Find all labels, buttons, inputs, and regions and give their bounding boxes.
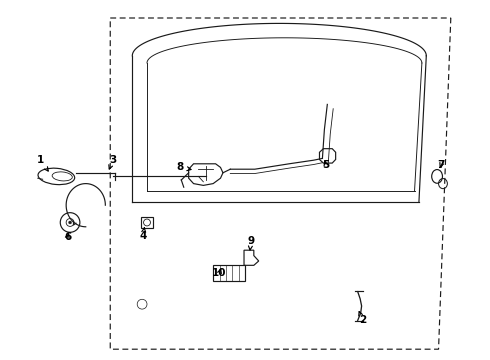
Text: 6: 6 (64, 232, 71, 242)
Text: 9: 9 (247, 236, 254, 250)
Text: 4: 4 (139, 228, 147, 241)
Text: 1: 1 (37, 155, 48, 171)
Circle shape (69, 221, 72, 224)
Text: 2: 2 (359, 311, 366, 325)
Text: 7: 7 (437, 160, 445, 170)
Text: 10: 10 (212, 268, 227, 278)
Text: 3: 3 (109, 155, 116, 169)
Text: 5: 5 (322, 160, 329, 170)
Text: 8: 8 (176, 162, 191, 172)
